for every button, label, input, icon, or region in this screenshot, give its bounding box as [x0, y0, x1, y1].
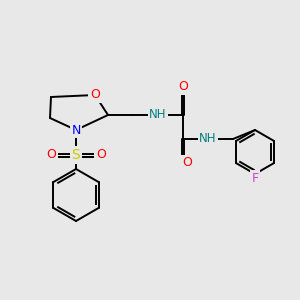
Text: O: O: [96, 148, 106, 161]
Text: O: O: [90, 88, 100, 101]
Text: O: O: [178, 80, 188, 94]
Text: S: S: [72, 148, 80, 162]
Text: O: O: [46, 148, 56, 161]
Text: N: N: [71, 124, 81, 136]
Text: NH: NH: [199, 133, 217, 146]
Text: NH: NH: [149, 109, 167, 122]
Text: F: F: [251, 172, 259, 184]
Text: O: O: [182, 157, 192, 169]
